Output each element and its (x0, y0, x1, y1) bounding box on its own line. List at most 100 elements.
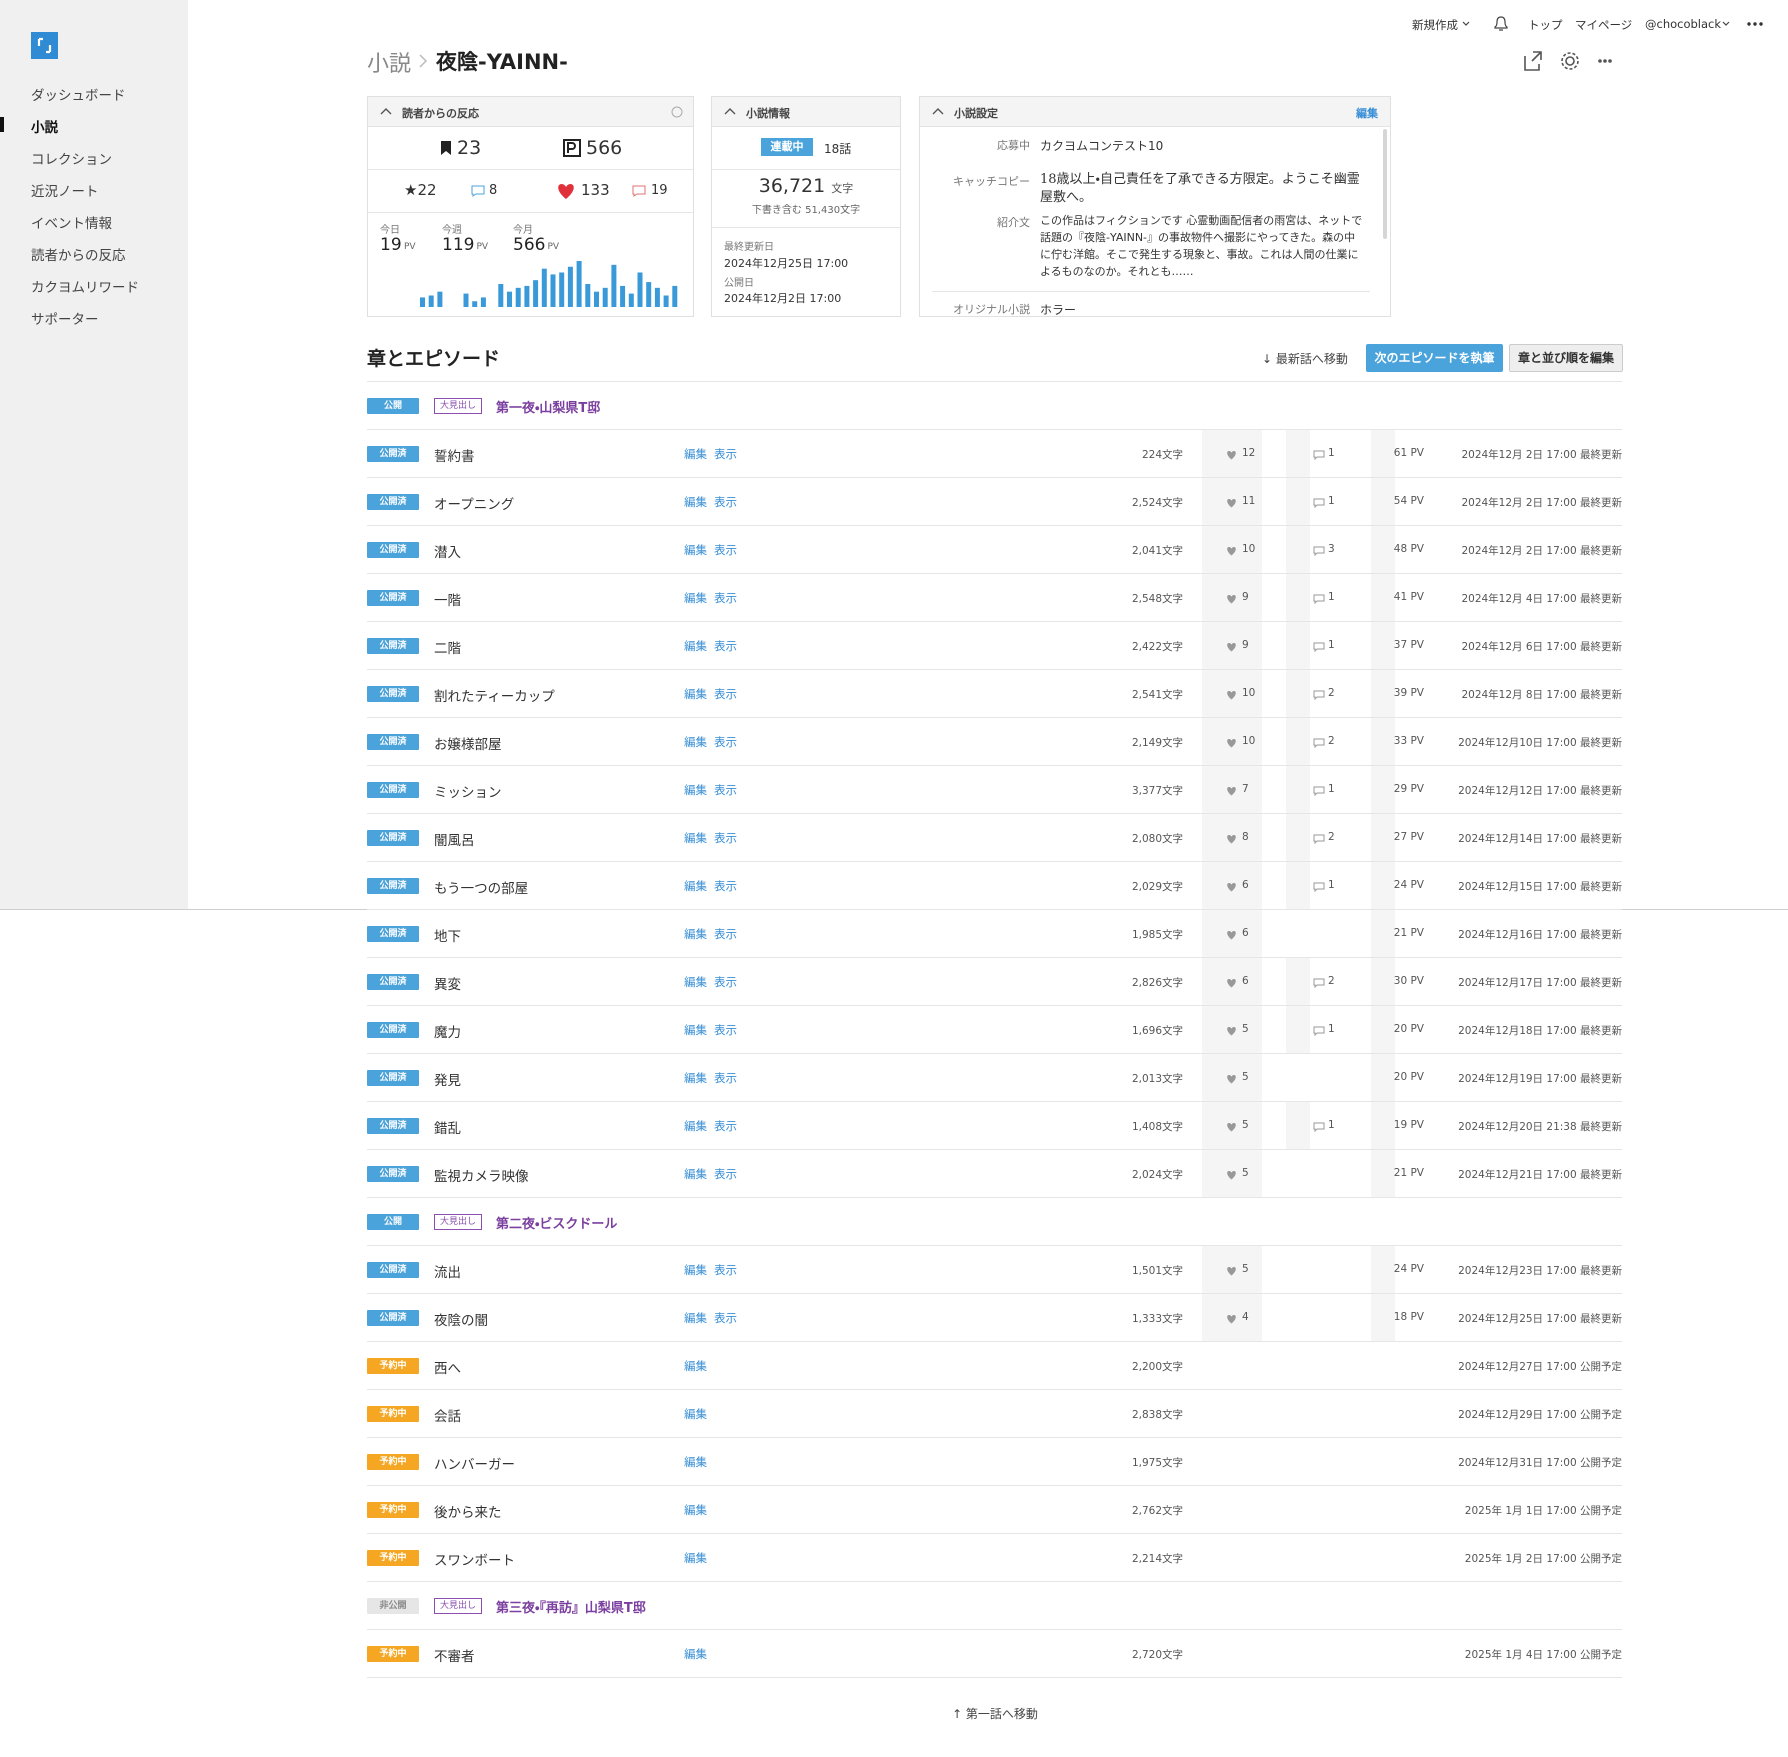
edit-order-button[interactable]: 章と並び順を編集 (1509, 344, 1623, 372)
episode-title[interactable]: 地下 (434, 929, 461, 945)
chapter-title[interactable]: 第二夜・ビスクドール (496, 1217, 618, 1232)
sidebar-item[interactable]: イベント情報 (31, 216, 112, 232)
comment-count: 1 (1328, 783, 1335, 795)
nav-item[interactable]: トップ (1528, 18, 1563, 32)
panel-header[interactable]: 小説情報 (712, 97, 900, 127)
episode-link[interactable]: 編集 (684, 495, 707, 509)
jump-latest[interactable]: ↓ 最新話へ移動 (1262, 352, 1348, 366)
row-divider (367, 1629, 1622, 1630)
episode-link[interactable]: 表示 (714, 543, 737, 557)
episode-title[interactable]: オープニング (434, 497, 515, 513)
episode-link[interactable]: 編集 (684, 831, 707, 845)
episode-title[interactable]: 夜陰の闇 (434, 1313, 488, 1329)
episode-link[interactable]: 編集 (684, 1167, 707, 1181)
episode-title[interactable]: お嬢様部屋 (434, 737, 502, 753)
episode-link[interactable]: 編集 (684, 1455, 707, 1469)
episode-link[interactable]: 表示 (714, 687, 737, 701)
episode-link[interactable]: 編集 (684, 639, 707, 653)
episode-link[interactable]: 編集 (684, 591, 707, 605)
episode-link[interactable]: 表示 (714, 1263, 737, 1277)
sidebar-item[interactable]: カクヨムリワード (31, 280, 139, 296)
chapter-title[interactable]: 第一夜・山梨県T邸 (496, 401, 601, 416)
nav-item[interactable]: 新規作成 (1412, 18, 1458, 32)
sidebar-item[interactable]: 読者からの反応 (31, 248, 126, 264)
catch-value: 18歳以上・自己責任を了承できる方限定。ようこそ幽霊屋敷へ。 (1040, 172, 1360, 205)
episode-link[interactable]: 編集 (684, 1551, 707, 1565)
pv-bar (576, 261, 582, 307)
episode-link[interactable]: 表示 (714, 1071, 737, 1085)
episode-title[interactable]: 割れたティーカップ (434, 689, 555, 705)
episode-title[interactable]: 潜入 (434, 545, 461, 561)
episode-link[interactable]: 編集 (684, 1647, 707, 1661)
panel-header[interactable]: 読者からの反応 (368, 97, 693, 127)
episode-link[interactable]: 編集 (684, 1023, 707, 1037)
episode-link[interactable]: 編集 (684, 1359, 707, 1373)
episode-title[interactable]: 闇風呂 (434, 833, 475, 849)
write-next-button[interactable]: 次のエピソードを執筆 (1366, 344, 1503, 372)
episode-link[interactable]: 表示 (714, 927, 737, 941)
chapter-title[interactable]: 第三夜・『再訪』山梨県T邸 (496, 1601, 646, 1616)
sidebar-item[interactable]: 近況ノート (31, 184, 99, 200)
sidebar-item[interactable]: ダッシュボード (31, 88, 126, 104)
episode-link[interactable]: 編集 (684, 447, 707, 461)
episode-link[interactable]: 表示 (714, 975, 737, 989)
sidebar-item[interactable]: 小説 (31, 120, 58, 136)
episode-title[interactable]: もう一つの部屋 (434, 881, 529, 897)
episode-title[interactable]: 発見 (434, 1073, 461, 1089)
episode-title[interactable]: 錯乱 (434, 1121, 461, 1137)
logo[interactable] (31, 32, 58, 59)
episode-link[interactable]: 編集 (684, 1263, 707, 1277)
sidebar-item[interactable]: サポーター (31, 312, 99, 328)
episode-link[interactable]: 編集 (684, 687, 707, 701)
episode-link[interactable]: 表示 (714, 831, 737, 845)
episode-title[interactable]: 一階 (434, 593, 461, 609)
episode-link[interactable]: 表示 (714, 639, 737, 653)
episode-link[interactable]: 編集 (684, 1311, 707, 1325)
episode-title[interactable]: 後から来た (434, 1505, 502, 1521)
comment-count: 3 (1328, 543, 1335, 555)
episode-title[interactable]: 監視カメラ映像 (434, 1169, 529, 1185)
nav-icons[interactable] (0, 0, 1788, 40)
episode-link[interactable]: 表示 (714, 1023, 737, 1037)
panel-header[interactable]: 小説設定 編集 (920, 97, 1390, 127)
episode-link[interactable]: 表示 (714, 447, 737, 461)
episode-link[interactable]: 編集 (684, 1071, 707, 1085)
scrollbar[interactable] (1383, 129, 1387, 239)
episode-link[interactable]: 表示 (714, 1311, 737, 1325)
episode-link[interactable]: 表示 (714, 591, 737, 605)
episode-link[interactable]: 表示 (714, 879, 737, 893)
episode-title[interactable]: スワンボート (434, 1553, 515, 1569)
episode-title[interactable]: 異変 (434, 977, 461, 993)
episode-link[interactable]: 表示 (714, 495, 737, 509)
episode-link[interactable]: 編集 (684, 783, 707, 797)
jump-first[interactable]: ↑ 第一話へ移動 (952, 1707, 1038, 1721)
episode-title[interactable]: 魔力 (434, 1025, 461, 1041)
episode-title[interactable]: 誓約書 (434, 449, 475, 465)
sidebar-item[interactable]: コレクション (31, 152, 112, 168)
episode-title[interactable]: 流出 (434, 1265, 461, 1281)
nav-item[interactable]: @chocoblack (1645, 17, 1722, 31)
episode-link[interactable]: 表示 (714, 1119, 737, 1133)
episode-title[interactable]: ハンバーガー (434, 1457, 515, 1473)
episode-link[interactable]: 表示 (714, 1167, 737, 1181)
episode-link[interactable]: 編集 (684, 879, 707, 893)
episode-link[interactable]: 編集 (684, 735, 707, 749)
episode-link[interactable]: 表示 (714, 735, 737, 749)
episode-link[interactable]: 編集 (684, 1407, 707, 1421)
episode-link[interactable]: 編集 (684, 1503, 707, 1517)
edit-link[interactable]: 編集 (1356, 107, 1378, 120)
episode-link[interactable]: 編集 (684, 975, 707, 989)
nav-item[interactable]: マイページ (1575, 18, 1633, 32)
episode-link[interactable]: 表示 (714, 783, 737, 797)
episode-link[interactable]: 編集 (684, 543, 707, 557)
episode-title[interactable]: ミッション (434, 785, 502, 801)
episode-title[interactable]: 二階 (434, 641, 461, 657)
episode-title[interactable]: 不審者 (434, 1649, 475, 1665)
episode-link[interactable]: 編集 (684, 927, 707, 941)
episode-title[interactable]: 会話 (434, 1409, 461, 1425)
toolbar-icons[interactable] (1523, 50, 1623, 72)
episode-link[interactable]: 編集 (684, 1119, 707, 1133)
episode-title[interactable]: 西へ (434, 1361, 461, 1377)
breadcrumb-parent[interactable]: 小説 (367, 52, 412, 77)
pv-count: 20 PV (1393, 1023, 1424, 1035)
